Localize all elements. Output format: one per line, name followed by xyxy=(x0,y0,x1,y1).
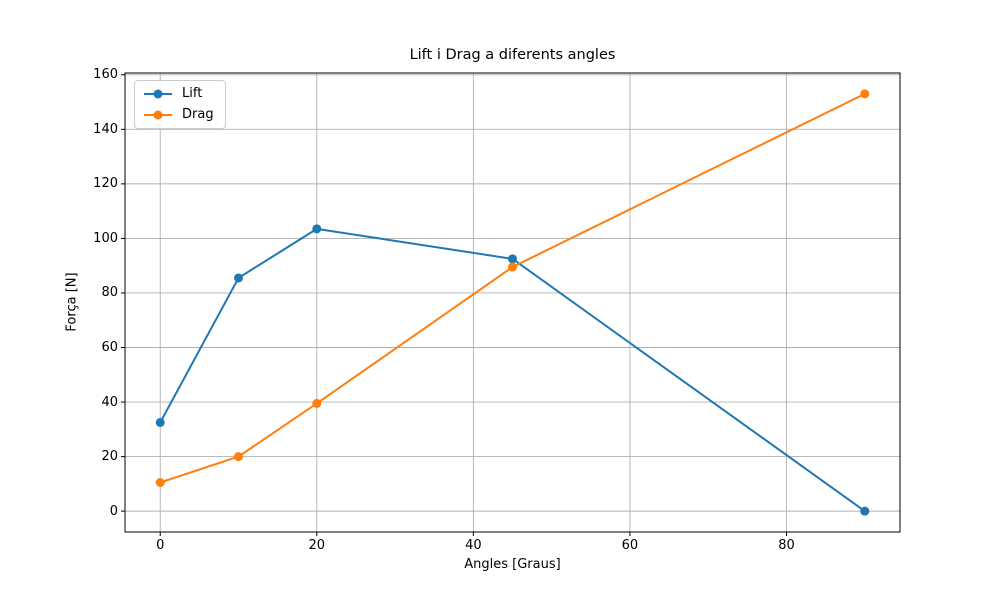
x-tick-label-20: 20 xyxy=(308,538,326,553)
marker-lift-45 xyxy=(508,254,517,264)
y-tick-label-140: 140 xyxy=(93,121,118,137)
y-tick-label-20: 20 xyxy=(101,449,118,465)
marker-drag-90 xyxy=(860,89,870,99)
marker-lift-10 xyxy=(234,273,244,283)
marker-drag-0 xyxy=(155,478,165,487)
x-tick-label-0: 0 xyxy=(156,538,165,553)
legend-item-lift: Lift xyxy=(143,86,214,102)
marker-drag-45 xyxy=(508,262,517,272)
legend: Lift Drag xyxy=(134,80,226,129)
x-axis-label: Angles [Graus] xyxy=(464,557,561,572)
y-axis-label: Força [N] xyxy=(64,272,80,332)
marker-lift-90 xyxy=(860,506,870,516)
marker-lift-20 xyxy=(312,224,322,234)
axes-spines xyxy=(124,72,901,533)
marker-drag-10 xyxy=(234,452,244,462)
y-tick-label-160: 160 xyxy=(93,67,118,83)
marker-drag-20 xyxy=(312,398,322,408)
legend-item-drag: Drag xyxy=(143,107,214,123)
y-tick-label-0: 0 xyxy=(109,503,118,519)
x-tick-label-60: 60 xyxy=(621,538,639,553)
x-tick-label-40: 40 xyxy=(465,538,482,553)
y-tick-label-80: 80 xyxy=(101,285,118,301)
legend-label-drag: Drag xyxy=(182,107,214,122)
y-tick-label-120: 120 xyxy=(93,176,118,192)
legend-marker-lift-icon xyxy=(144,89,172,99)
chart-title: Lift i Drag a diferents angles xyxy=(409,47,616,63)
y-tick-label-60: 60 xyxy=(101,340,118,355)
y-tick-label-100: 100 xyxy=(93,230,118,246)
legend-label-lift: Lift xyxy=(182,86,203,101)
line-drag xyxy=(159,92,866,484)
legend-marker-drag-icon xyxy=(144,110,172,120)
x-tick-label-80: 80 xyxy=(778,538,795,553)
marker-lift-0 xyxy=(155,418,165,427)
y-tick-label-40: 40 xyxy=(101,394,118,410)
